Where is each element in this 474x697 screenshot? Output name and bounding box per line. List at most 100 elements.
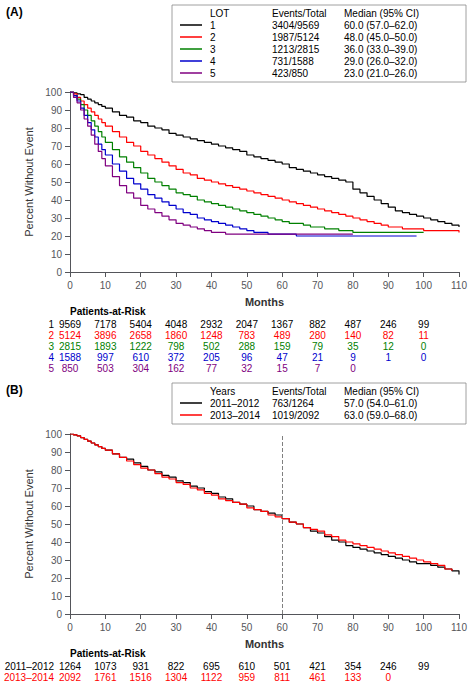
svg-text:Months: Months [245,296,284,308]
svg-text:1222: 1222 [130,341,153,352]
svg-text:10: 10 [100,622,112,633]
svg-text:70: 70 [312,622,324,633]
svg-text:7: 7 [315,363,321,374]
svg-text:30: 30 [51,555,63,566]
svg-text:50: 50 [51,177,63,188]
svg-text:47: 47 [277,352,289,363]
svg-text:0: 0 [56,267,62,278]
svg-text:90: 90 [51,105,63,116]
svg-text:50: 50 [241,280,253,291]
svg-text:15: 15 [277,363,289,374]
svg-text:80: 80 [51,123,63,134]
svg-text:12: 12 [383,341,395,352]
svg-text:882: 882 [309,319,326,330]
svg-text:Months: Months [245,638,284,650]
svg-text:610: 610 [132,352,149,363]
svg-text:1248: 1248 [200,330,223,341]
svg-text:1516: 1516 [130,672,153,683]
svg-text:0: 0 [385,672,391,683]
svg-text:Events/Total: Events/Total [272,8,326,19]
svg-text:0: 0 [350,363,356,374]
svg-text:10: 10 [51,249,63,260]
svg-text:80: 80 [347,622,359,633]
svg-text:487: 487 [345,319,362,330]
svg-text:LOT: LOT [210,8,229,19]
svg-text:811: 811 [274,672,290,683]
svg-text:32: 32 [241,363,253,374]
svg-text:2047: 2047 [236,319,259,330]
svg-text:60: 60 [277,622,289,633]
svg-text:205: 205 [203,352,220,363]
svg-text:90: 90 [383,622,395,633]
svg-text:0: 0 [56,609,62,620]
svg-text:36.0 (33.0–39.0): 36.0 (33.0–39.0) [344,44,417,55]
svg-text:1264: 1264 [59,661,82,672]
svg-text:246: 246 [380,661,397,672]
svg-text:1304: 1304 [165,672,188,683]
svg-text:997: 997 [97,352,114,363]
svg-text:20: 20 [135,280,147,291]
svg-text:82: 82 [383,330,395,341]
svg-text:0: 0 [67,280,73,291]
svg-text:2011–2012: 2011–2012 [5,661,55,672]
svg-text:90: 90 [383,280,395,291]
svg-text:Events/Total: Events/Total [272,386,326,397]
svg-text:1860: 1860 [165,330,188,341]
svg-text:502: 502 [203,341,220,352]
svg-text:4048: 4048 [165,319,188,330]
svg-text:60: 60 [51,501,63,512]
svg-text:110: 110 [451,280,467,291]
svg-text:40: 40 [206,622,218,633]
svg-text:5: 5 [210,68,216,79]
svg-text:931: 931 [132,661,149,672]
svg-text:1761: 1761 [94,672,117,683]
svg-text:1019/2092: 1019/2092 [272,410,320,421]
svg-text:1073: 1073 [94,661,117,672]
svg-text:30: 30 [171,622,183,633]
svg-text:60.0 (57.0–62.0): 60.0 (57.0–62.0) [344,20,417,31]
svg-text:57.0 (54.0–61.0): 57.0 (54.0–61.0) [344,398,417,409]
svg-text:2: 2 [48,330,54,341]
svg-text:30: 30 [51,213,63,224]
svg-text:100: 100 [415,280,432,291]
svg-text:21: 21 [312,352,324,363]
svg-text:30: 30 [171,280,183,291]
svg-text:79: 79 [312,341,324,352]
svg-text:1987/5124: 1987/5124 [272,32,320,43]
svg-text:96: 96 [241,352,253,363]
svg-text:1367: 1367 [271,319,294,330]
svg-text:246: 246 [380,319,397,330]
svg-text:29.0 (26.0–32.0): 29.0 (26.0–32.0) [344,56,417,67]
svg-text:372: 372 [168,352,185,363]
svg-text:10: 10 [100,280,112,291]
svg-text:783: 783 [238,330,255,341]
svg-text:10: 10 [51,591,63,602]
svg-text:1: 1 [210,20,216,31]
svg-text:70: 70 [312,280,324,291]
svg-text:110: 110 [451,622,467,633]
svg-text:99: 99 [418,661,430,672]
svg-text:280: 280 [309,330,326,341]
svg-text:35: 35 [347,341,359,352]
svg-text:162: 162 [168,363,185,374]
svg-text:3896: 3896 [94,330,117,341]
svg-text:140: 140 [345,330,362,341]
svg-text:48.0 (45.0–50.0): 48.0 (45.0–50.0) [344,32,417,43]
svg-text:63.0 (59.0–68.0): 63.0 (59.0–68.0) [344,410,417,421]
svg-text:2013–2014: 2013–2014 [210,410,260,421]
svg-text:20: 20 [135,622,147,633]
svg-text:3: 3 [210,44,216,55]
svg-text:1122: 1122 [201,672,223,683]
svg-text:100: 100 [45,87,62,98]
svg-text:5404: 5404 [130,319,153,330]
svg-text:Patients-at-Risk: Patients-at-Risk [70,306,146,317]
svg-text:695: 695 [203,661,220,672]
svg-text:40: 40 [51,195,63,206]
svg-text:2092: 2092 [59,672,82,683]
svg-text:0: 0 [421,352,427,363]
svg-text:Patients-at-Risk: Patients-at-Risk [70,648,146,659]
svg-text:461: 461 [309,672,326,683]
svg-text:60: 60 [51,159,63,170]
svg-text:Percent Without Event: Percent Without Event [23,469,35,578]
svg-text:50: 50 [51,519,63,530]
